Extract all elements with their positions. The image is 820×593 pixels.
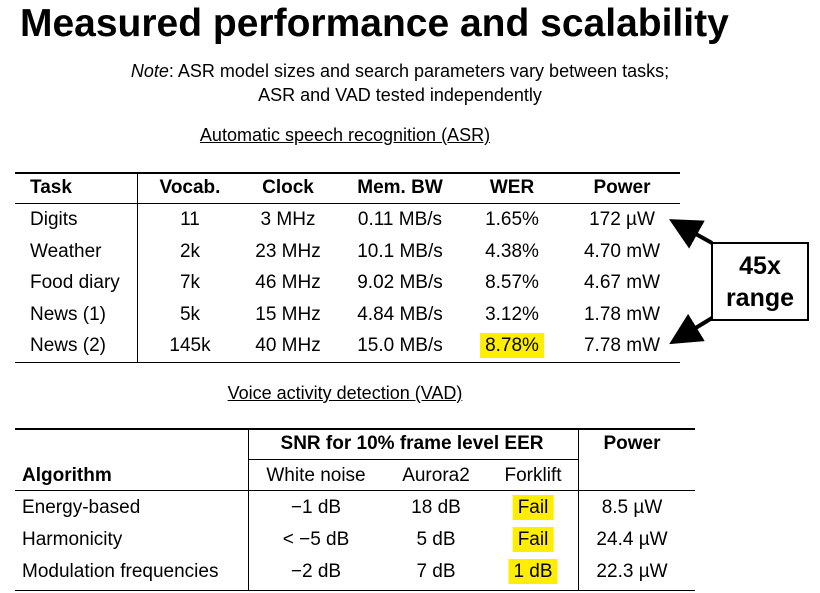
table-cell: 4.38% xyxy=(485,240,539,262)
table-cell: 3.12% xyxy=(485,303,539,325)
table-cell: 10.1 MB/s xyxy=(357,240,443,262)
table-cell: < −5 dB xyxy=(282,529,350,550)
note: Note: ASR model sizes and search paramet… xyxy=(131,60,669,82)
table-cell: 7k xyxy=(179,272,201,293)
table-cell: 5 dB xyxy=(416,529,456,550)
table-cell: 4.67 mW xyxy=(583,272,661,293)
table-cell: 8.78% xyxy=(480,333,544,358)
table-cell: 24.4 µW xyxy=(596,529,668,550)
column-header: Forklift xyxy=(504,465,562,486)
table-cell: −2 dB xyxy=(290,561,342,582)
note: ASR and VAD tested independently xyxy=(258,85,542,105)
callout-text: range xyxy=(725,284,795,312)
column-header: Algorithm xyxy=(22,465,112,486)
table-cell: News (1) xyxy=(30,303,107,325)
rule xyxy=(15,172,680,174)
table-cell: 8.5 µW xyxy=(601,497,663,518)
table-cell: 22.3 µW xyxy=(596,561,668,582)
section-heading: Automatic speech recognition (ASR) xyxy=(199,125,491,145)
highlight: Fail xyxy=(512,527,554,552)
table-cell: 23 MHz xyxy=(255,240,321,262)
table-cell: −1 dB xyxy=(290,497,342,518)
column-header: Aurora2 xyxy=(402,465,470,486)
table-cell: 1 dB xyxy=(508,559,558,584)
table-cell: Fail xyxy=(512,495,554,520)
table-cell: 145k xyxy=(169,335,211,356)
column-header: Mem. BW xyxy=(357,177,443,198)
column-header: Power xyxy=(593,177,651,198)
table-cell: 9.02 MB/s xyxy=(357,272,443,293)
table-cell: 15.0 MB/s xyxy=(357,335,443,356)
column-header: Clock xyxy=(262,177,314,198)
table-cell: 7.78 mW xyxy=(583,335,661,356)
title: Measured performance and scalability xyxy=(20,2,729,45)
table-cell: 46 MHz xyxy=(255,272,321,293)
table-cell: 5k xyxy=(179,303,201,325)
column-header: WER xyxy=(489,177,535,198)
table-cell: 15 MHz xyxy=(255,303,321,325)
rule xyxy=(248,428,249,590)
table-cell: Digits xyxy=(30,209,78,230)
table-cell: 0.11 MB/s xyxy=(357,209,443,230)
rule xyxy=(248,459,578,460)
table-cell: 4.84 MB/s xyxy=(357,303,443,325)
note-text: : ASR model sizes and search parameters … xyxy=(168,61,670,81)
column-header: Power xyxy=(603,433,661,454)
table-cell: Weather xyxy=(30,240,102,262)
rule xyxy=(15,203,680,204)
table-cell: News (2) xyxy=(30,335,107,356)
table-cell: Modulation frequencies xyxy=(22,561,219,582)
table-cell: Harmonicity xyxy=(22,529,123,550)
callout-text: 45x xyxy=(739,252,781,280)
table-cell: 3 MHz xyxy=(260,209,316,230)
column-header: White noise xyxy=(266,465,366,486)
table-cell: 1.65% xyxy=(485,209,539,230)
table-cell: 172 µW xyxy=(589,209,655,230)
section-heading: Voice activity detection (VAD) xyxy=(227,383,463,403)
rule xyxy=(15,362,680,363)
group-header: SNR for 10% frame level EER xyxy=(280,433,544,454)
table-cell: Fail xyxy=(512,527,554,552)
rule xyxy=(15,428,695,430)
note-label: Note xyxy=(130,61,169,81)
highlight: Fail xyxy=(512,495,554,520)
highlight: 1 dB xyxy=(508,559,558,584)
table-cell: 40 MHz xyxy=(255,335,321,356)
table-cell: 1.78 mW xyxy=(583,303,661,325)
table-cell: 11 xyxy=(180,209,200,230)
column-header: Vocab. xyxy=(159,177,221,198)
table-cell: 18 dB xyxy=(411,497,461,518)
rule xyxy=(578,428,579,590)
table-cell: 8.57% xyxy=(485,272,539,293)
rule xyxy=(137,172,138,362)
rule xyxy=(15,490,695,491)
column-header: Task xyxy=(30,177,72,198)
table-cell: 2k xyxy=(179,240,201,262)
highlight: 8.78% xyxy=(480,333,544,358)
table-cell: 4.70 mW xyxy=(583,240,661,262)
table-cell: 7 dB xyxy=(416,561,456,582)
table-cell: Food diary xyxy=(30,272,120,293)
table-cell: Energy-based xyxy=(22,497,141,518)
rule xyxy=(15,590,695,591)
